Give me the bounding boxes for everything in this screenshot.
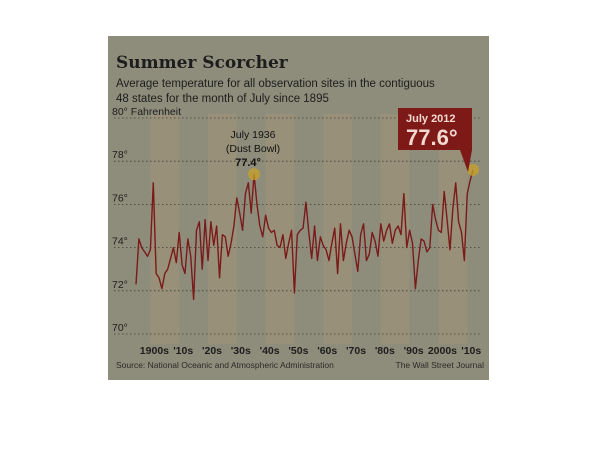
x-tick-label: '10s xyxy=(461,345,481,357)
callout-label: July 2012 xyxy=(406,113,456,125)
y-axis-ticks: 70° 72° 74° 76° 78° 80° Fahrenheit xyxy=(112,106,181,334)
highlight-point xyxy=(467,163,479,176)
x-tick-label: '40s xyxy=(260,345,280,357)
callout-value: 77.6° xyxy=(406,125,458,150)
y-tick-label: 70° xyxy=(112,322,128,334)
highlight-markers xyxy=(248,163,479,181)
decade-band xyxy=(208,114,237,344)
y-tick-label: 72° xyxy=(112,279,128,291)
y-tick-label: 78° xyxy=(112,149,128,161)
decade-band xyxy=(323,114,353,344)
y-tick-label: 80° Fahrenheit xyxy=(112,106,181,118)
chart-canvas: 70° 72° 74° 76° 78° 80° Fahrenheit 1900s '10s '… xyxy=(112,53,485,370)
x-tick-label: '70s xyxy=(346,345,366,357)
x-tick-label: '10s xyxy=(173,345,193,357)
y-tick-label: 76° xyxy=(112,192,128,204)
chart-title: Summer Scorcher xyxy=(116,53,289,73)
x-tick-label: 2000s xyxy=(428,345,457,357)
callout-pointer xyxy=(460,150,472,172)
annotation-1936-year: July 1936 xyxy=(231,129,276,141)
annotation-1936-note: (Dust Bowl) xyxy=(226,143,280,155)
credit-note: The Wall Street Journal xyxy=(396,360,485,370)
temperature-line xyxy=(135,169,474,301)
chart-subtitle-line1: Average temperature for all observation … xyxy=(116,78,435,90)
chart-figure: 70° 72° 74° 76° 78° 80° Fahrenheit 1900s '10s '… xyxy=(108,36,489,380)
chart-subtitle-line2: 48 states for the month of July since 18… xyxy=(116,93,329,105)
highlight-point xyxy=(248,168,261,181)
x-tick-label: '80s xyxy=(375,345,395,357)
source-note: Source: National Oceanic and Atmospheric… xyxy=(116,360,334,370)
callout-box xyxy=(398,108,472,150)
decade-bands xyxy=(150,114,468,344)
x-tick-label: 1900s xyxy=(140,345,169,357)
y-tick-label: 74° xyxy=(112,236,128,248)
gridlines xyxy=(114,117,481,335)
x-tick-label: '90s xyxy=(404,345,424,357)
decade-band xyxy=(380,114,410,344)
callout-2012: July 2012 77.6° xyxy=(398,108,472,172)
data-points xyxy=(135,169,474,301)
x-tick-label: '60s xyxy=(317,345,337,357)
x-tick-label: '20s xyxy=(202,345,222,357)
annotation-1936-value: 77.4° xyxy=(235,157,261,169)
x-axis-ticks: 1900s '10s '20s '30s '40s '50s '60s '70s '80s '90… xyxy=(140,345,482,357)
x-tick-label: '30s xyxy=(231,345,251,357)
decade-band xyxy=(265,114,295,344)
x-tick-label: '50s xyxy=(288,345,308,357)
